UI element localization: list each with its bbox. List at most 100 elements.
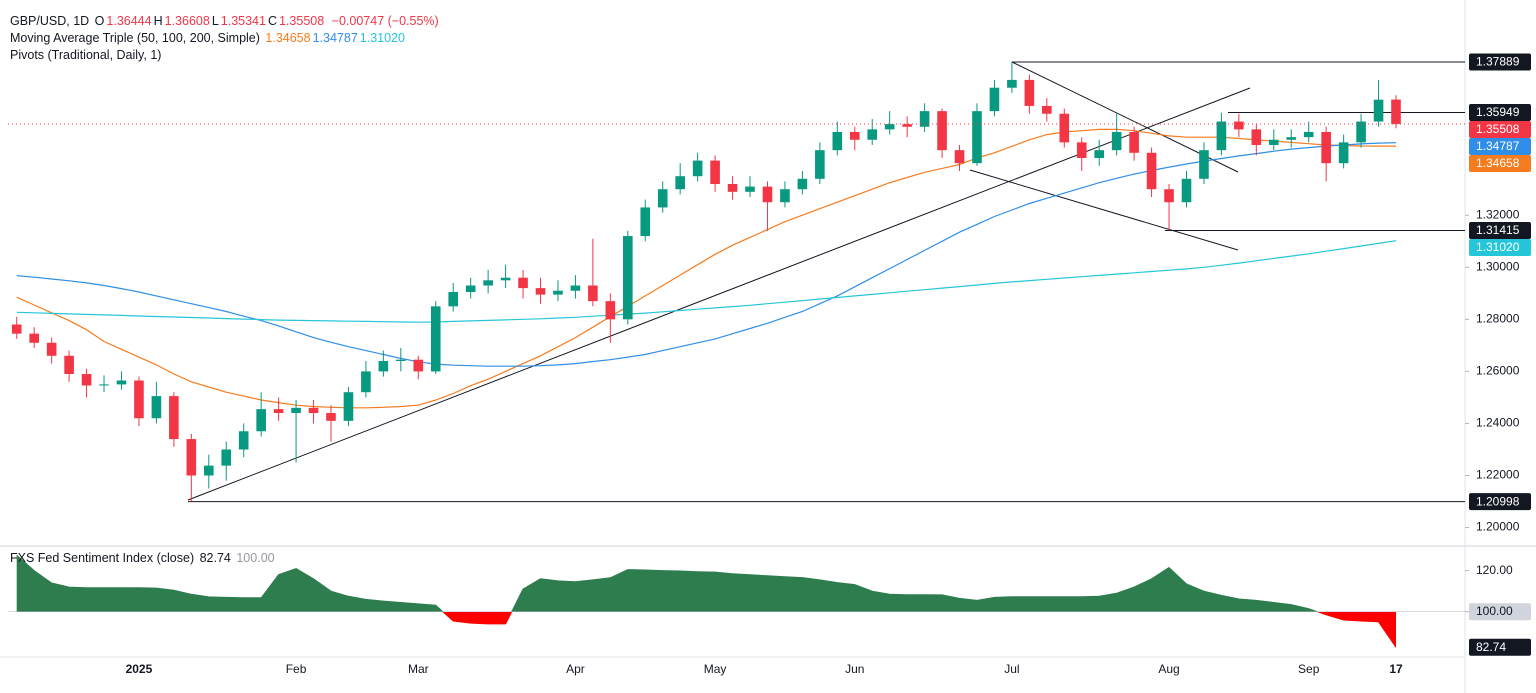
candle-body bbox=[1076, 142, 1087, 158]
candle-body bbox=[937, 111, 947, 151]
candle-body bbox=[238, 431, 249, 450]
candle-body bbox=[1007, 79, 1017, 88]
candle-body bbox=[413, 359, 424, 372]
ma-value: 1.31020 bbox=[359, 31, 405, 45]
baseline-tag bbox=[1469, 603, 1531, 621]
y-tick-label: 1.22000 bbox=[1476, 468, 1520, 482]
y-tick-label: 1.26000 bbox=[1476, 364, 1520, 378]
x-tick-label: May bbox=[704, 662, 727, 676]
x-tick-label: Jun bbox=[845, 662, 864, 676]
ma-values: 1.34658 1.34787 1.31020 bbox=[265, 31, 407, 45]
candle-body bbox=[448, 292, 459, 307]
symbol: GBP/USD, 1D bbox=[10, 14, 90, 28]
drawings bbox=[187, 61, 1251, 501]
candle-body bbox=[1338, 142, 1349, 164]
moving-average bbox=[16, 142, 1397, 367]
candle-body bbox=[745, 186, 755, 192]
candle-body bbox=[29, 333, 39, 343]
y-tick-label: 1.30000 bbox=[1476, 259, 1520, 273]
candle-body bbox=[1181, 178, 1192, 203]
candle-body bbox=[500, 277, 511, 281]
candle-body bbox=[1234, 121, 1244, 130]
ohlc-key: H bbox=[153, 14, 163, 28]
candle-body bbox=[954, 150, 965, 164]
candle-body bbox=[553, 290, 563, 295]
price-tag bbox=[1469, 103, 1531, 121]
price-tag bbox=[1469, 120, 1531, 138]
candle-body bbox=[1199, 150, 1209, 179]
price-tag-label: 1.20998 bbox=[1476, 494, 1520, 508]
moving-average bbox=[16, 128, 1396, 409]
candle-body bbox=[11, 324, 22, 334]
candle-body bbox=[902, 124, 912, 127]
candle-body bbox=[972, 111, 982, 164]
candle-body bbox=[849, 131, 860, 140]
y-tick-label: 1.20000 bbox=[1476, 520, 1520, 534]
candle-body bbox=[727, 184, 738, 192]
candle-body bbox=[1059, 113, 1070, 143]
price-tag-label: 1.31415 bbox=[1476, 223, 1520, 237]
candle-body bbox=[134, 380, 144, 419]
candle-body bbox=[588, 285, 598, 302]
candle-body bbox=[780, 189, 790, 203]
candle-body bbox=[361, 371, 371, 393]
ohlc: O 1.36444 H 1.36608 L 1.35341 C 1.35508 bbox=[95, 14, 327, 28]
candle-body bbox=[797, 178, 808, 190]
ohlc-key: L bbox=[211, 14, 219, 28]
x-tick-label: 2025 bbox=[126, 662, 153, 676]
price-tag-label: 1.34787 bbox=[1476, 139, 1520, 153]
candle-body bbox=[1286, 137, 1297, 140]
candle-body bbox=[640, 207, 651, 237]
candle-body bbox=[273, 409, 284, 414]
ma-value: 1.34787 bbox=[312, 31, 358, 45]
candle-body bbox=[1268, 139, 1279, 145]
candle-body bbox=[867, 129, 878, 140]
y-tick-label: 1.24000 bbox=[1476, 416, 1520, 430]
candle-body bbox=[692, 160, 703, 177]
candle-body bbox=[919, 111, 930, 127]
candle-body bbox=[1251, 129, 1262, 145]
candle-body bbox=[465, 285, 476, 293]
price-tag-label: 1.35508 bbox=[1476, 122, 1520, 136]
candle-body bbox=[308, 407, 319, 414]
price-tag-label: 82.74 bbox=[1476, 640, 1506, 654]
candle-body bbox=[884, 124, 895, 130]
ohlc-value: 1.36444 bbox=[106, 14, 152, 28]
moving-average bbox=[16, 240, 1397, 323]
candle-body bbox=[326, 413, 336, 421]
price-tag-label: 1.35949 bbox=[1476, 105, 1520, 119]
candle-body bbox=[570, 285, 581, 291]
x-tick-label: Jul bbox=[1004, 662, 1019, 676]
candle-body bbox=[1094, 150, 1104, 158]
candle-body bbox=[535, 288, 546, 295]
candle-body bbox=[1303, 131, 1314, 138]
candle-body bbox=[343, 392, 354, 421]
sentiment-legend: FXS Fed Sentiment Index (close) 82.74 10… bbox=[10, 550, 277, 567]
candle-body bbox=[116, 380, 127, 385]
x-tick-label: Mar bbox=[408, 662, 429, 676]
sentiment-baseline-value: 100.00 bbox=[236, 551, 275, 565]
price-tag bbox=[1469, 154, 1531, 172]
ohlc-key: O bbox=[94, 14, 105, 28]
candle-body bbox=[1391, 99, 1401, 124]
candle-body bbox=[1111, 131, 1122, 151]
candle-body bbox=[518, 277, 528, 289]
price-tag bbox=[1469, 53, 1531, 71]
candle-body bbox=[256, 409, 266, 432]
candle-body bbox=[396, 359, 406, 361]
candle-body bbox=[989, 87, 1000, 112]
candle-body bbox=[1373, 99, 1384, 122]
candle-body bbox=[1042, 105, 1052, 114]
sentiment-line bbox=[16, 554, 1397, 648]
candle-body bbox=[46, 342, 57, 356]
candle-body bbox=[483, 280, 493, 286]
candle-body bbox=[710, 160, 720, 185]
candle-body bbox=[99, 384, 109, 386]
candle-body bbox=[291, 407, 301, 414]
sentiment-value: 82.74 bbox=[199, 551, 231, 565]
price-tag bbox=[1469, 137, 1531, 155]
candle-body bbox=[169, 396, 179, 440]
indicator: Moving Average Triple (50, 100, 200, Sim… bbox=[10, 31, 260, 45]
change: −0.00747 (−0.55%) bbox=[331, 14, 439, 28]
price-tag bbox=[1469, 493, 1531, 511]
